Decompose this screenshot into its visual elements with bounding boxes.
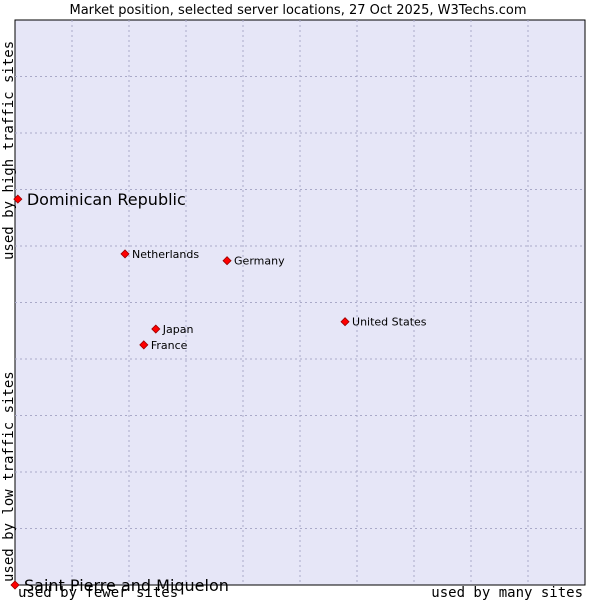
grid	[15, 20, 585, 585]
data-point-saint-pierre-and-miquelon[interactable]: Saint Pierre and Miquelon	[10, 576, 229, 595]
point-marker-france[interactable]	[139, 340, 149, 350]
y-axis-label-low: used by low traffic sites	[1, 371, 17, 582]
data-point-netherlands[interactable]: Netherlands	[120, 248, 199, 261]
data-points: Dominican Republic Saint Pierre and Mique…	[10, 190, 427, 595]
point-label-saint-pierre-and-miquelon: Saint Pierre and Miquelon	[24, 576, 229, 595]
point-label-dominican-republic: Dominican Republic	[27, 190, 186, 209]
y-axis-label-high: used by high traffic sites	[1, 41, 17, 260]
point-marker-japan[interactable]	[151, 324, 161, 334]
data-point-japan[interactable]: Japan	[151, 323, 194, 336]
point-label-france: France	[151, 339, 188, 352]
chart-title: Market position, selected server locatio…	[69, 3, 526, 18]
x-axis-label-low: used by fewer sites	[18, 585, 178, 600]
data-point-france[interactable]: France	[139, 339, 188, 352]
data-point-united-states[interactable]: United States	[340, 316, 427, 329]
point-marker-germany[interactable]	[222, 256, 232, 266]
data-point-dominican-republic[interactable]: Dominican Republic	[13, 190, 186, 209]
point-marker-united-states[interactable]	[340, 317, 350, 327]
point-marker-netherlands[interactable]	[120, 249, 130, 259]
point-label-netherlands: Netherlands	[132, 248, 199, 261]
x-axis-label-high: used by many sites	[431, 585, 583, 600]
point-label-united-states: United States	[352, 316, 427, 329]
point-marker-dominican-republic[interactable]	[13, 194, 23, 204]
data-point-germany[interactable]: Germany	[222, 255, 285, 268]
point-marker-saint-pierre-and-miquelon[interactable]	[10, 580, 20, 590]
point-label-japan: Japan	[162, 323, 194, 336]
point-label-germany: Germany	[234, 255, 285, 268]
